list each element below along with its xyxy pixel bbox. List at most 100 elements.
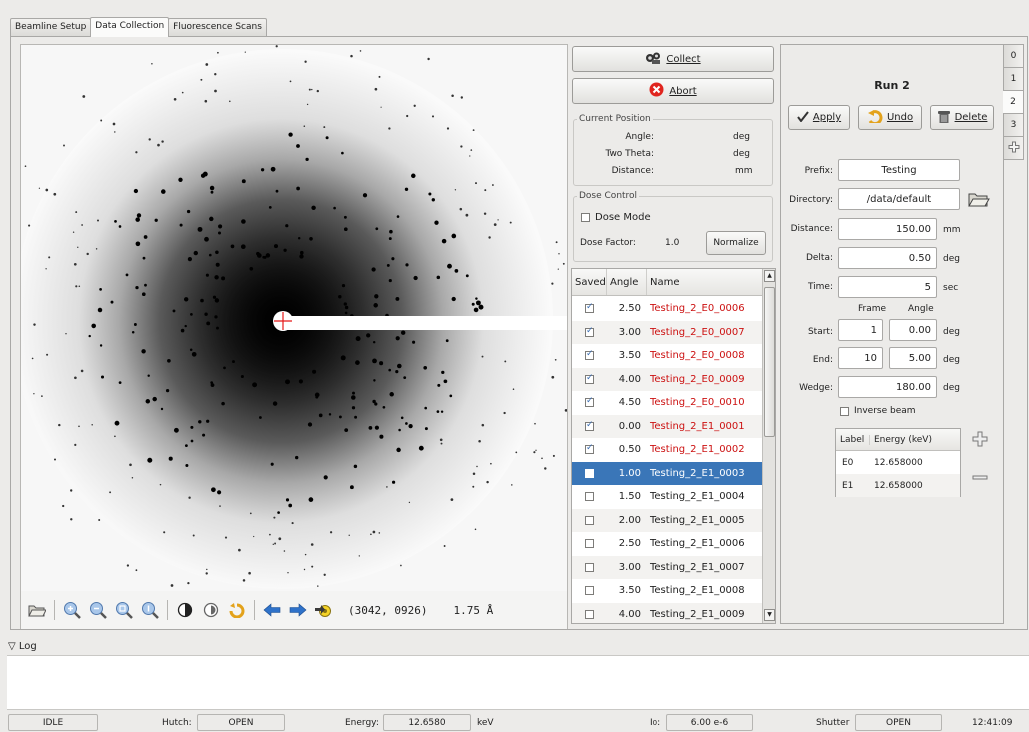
log-expander[interactable]: ▽ Log xyxy=(8,641,37,652)
two-theta-label: Two Theta: xyxy=(605,149,654,159)
frames-table-scrollbar[interactable]: ▲ ▼ xyxy=(762,269,775,623)
abort-button[interactable]: Abort xyxy=(572,78,774,104)
table-row[interactable]: 1.00 Testing_2_E1_0003 xyxy=(572,461,762,485)
energy-row[interactable]: E0 12.658000 xyxy=(836,451,960,474)
saved-checkbox[interactable] xyxy=(585,396,594,408)
contrast-increase-icon[interactable] xyxy=(175,600,195,620)
zoom-in-icon[interactable] xyxy=(62,600,82,620)
tab-beamline-setup[interactable]: Beamline Setup xyxy=(10,18,92,36)
run-tab-1[interactable]: 1 xyxy=(1004,67,1024,91)
remove-energy-icon[interactable] xyxy=(972,474,988,484)
wedge-input[interactable]: 180.00 xyxy=(838,376,937,398)
saved-checkbox[interactable] xyxy=(585,492,594,502)
name-cell: Testing_2_E1_0006 xyxy=(650,538,745,550)
saved-checkbox[interactable] xyxy=(585,373,594,384)
saved-checkbox[interactable] xyxy=(585,443,594,455)
browse-folder-icon[interactable] xyxy=(968,191,990,210)
scroll-thumb[interactable] xyxy=(764,287,775,437)
distance-input[interactable]: 150.00 xyxy=(838,218,937,240)
previous-frame-icon[interactable] xyxy=(262,600,282,620)
reset-view-icon[interactable] xyxy=(227,600,247,620)
delta-input[interactable]: 0.50 xyxy=(838,247,937,269)
saved-checkbox[interactable] xyxy=(585,562,594,572)
angle-cell: 2.00 xyxy=(618,514,641,526)
run-tab-2[interactable]: 2 xyxy=(1003,90,1024,114)
normalize-button[interactable]: Normalize xyxy=(706,231,766,255)
table-row[interactable]: 2.00 Testing_2_E1_0005 xyxy=(572,508,762,532)
saved-checkbox[interactable] xyxy=(585,326,594,337)
end-frame-input[interactable]: 10 xyxy=(838,347,883,369)
add-run-tab[interactable] xyxy=(1004,136,1024,160)
diffraction-image[interactable] xyxy=(21,45,567,591)
table-row[interactable]: 4.50 Testing_2_E0_0010 xyxy=(572,391,762,415)
table-row[interactable]: 3.00 Testing_2_E1_0007 xyxy=(572,555,762,579)
time-input[interactable]: 5 xyxy=(838,276,937,298)
saved-checkbox[interactable] xyxy=(585,515,594,525)
delta-label: Delta: xyxy=(805,253,833,263)
dose-mode-label: Dose Mode xyxy=(595,212,651,223)
zoom-out-icon[interactable] xyxy=(88,600,108,620)
table-row[interactable]: 3.50 Testing_2_E0_0008 xyxy=(572,344,762,368)
end-angle-input[interactable]: 5.00 xyxy=(889,347,937,369)
angle-unit: deg xyxy=(733,132,750,142)
inverse-beam-check[interactable] xyxy=(840,406,849,416)
energy-row[interactable]: E1 12.658000 xyxy=(836,474,960,497)
contrast-decrease-icon[interactable] xyxy=(201,600,221,620)
saved-checkbox[interactable] xyxy=(585,302,594,314)
energy-status-unit: keV xyxy=(477,717,494,728)
tab-fluorescence-scans[interactable]: Fluorescence Scans xyxy=(168,18,267,36)
energy-row-label: E1 xyxy=(842,480,854,491)
angle-cell: 3.50 xyxy=(618,585,641,597)
scroll-down-icon[interactable]: ▼ xyxy=(764,609,775,621)
undo-button[interactable]: Undo xyxy=(858,105,922,130)
header-saved[interactable]: Saved xyxy=(572,269,607,295)
start-frame-input[interactable]: 1 xyxy=(838,319,883,341)
next-frame-icon[interactable] xyxy=(288,600,308,620)
table-row[interactable]: 4.00 Testing_2_E0_0009 xyxy=(572,367,762,391)
energy-header-label[interactable]: Label xyxy=(836,434,870,445)
add-energy-icon[interactable] xyxy=(972,431,988,450)
saved-checkbox[interactable] xyxy=(585,349,594,361)
table-row[interactable]: 3.50 Testing_2_E1_0008 xyxy=(572,579,762,603)
saved-checkbox[interactable] xyxy=(585,586,594,596)
energy-table-header: Label Energy (keV) xyxy=(836,429,960,451)
table-row[interactable]: 2.50 Testing_2_E0_0006 xyxy=(572,297,762,321)
saved-checkbox[interactable] xyxy=(585,420,594,431)
name-cell: Testing_2_E1_0003 xyxy=(650,467,745,479)
beamstop xyxy=(283,316,567,330)
energy-header-energy[interactable]: Energy (keV) xyxy=(874,434,932,445)
saved-checkbox[interactable] xyxy=(585,609,594,619)
state-indicator: IDLE xyxy=(8,714,98,731)
collect-button[interactable]: Collect xyxy=(572,46,774,72)
apply-button[interactable]: Apply xyxy=(788,105,850,130)
inverse-beam-checkbox[interactable]: Inverse beam xyxy=(840,406,916,416)
dose-factor-value: 1.0 xyxy=(665,238,680,248)
dose-mode-check[interactable] xyxy=(581,213,590,222)
delete-button[interactable]: Delete xyxy=(930,105,994,130)
tab-data-collection[interactable]: Data Collection xyxy=(90,17,170,37)
table-row[interactable]: 4.00 Testing_2_E1_0009 xyxy=(572,602,762,623)
follow-frames-icon[interactable] xyxy=(314,600,334,620)
add-run-icon xyxy=(1008,141,1020,156)
open-folder-icon[interactable] xyxy=(27,600,47,620)
header-name[interactable]: Name xyxy=(650,276,680,288)
table-row[interactable]: 0.00 Testing_2_E1_0001 xyxy=(572,414,762,438)
zoom-reset-icon[interactable] xyxy=(140,600,160,620)
table-row[interactable]: 3.00 Testing_2_E0_0007 xyxy=(572,320,762,344)
run-tab-0[interactable]: 0 xyxy=(1004,44,1024,68)
table-row[interactable]: 2.50 Testing_2_E1_0006 xyxy=(572,532,762,556)
dose-mode-checkbox[interactable]: Dose Mode xyxy=(581,212,651,223)
log-area[interactable] xyxy=(7,655,1029,710)
saved-checkbox[interactable] xyxy=(585,468,594,478)
run-tab-3[interactable]: 3 xyxy=(1004,113,1024,137)
start-angle-input[interactable]: 0.00 xyxy=(889,319,937,341)
scroll-up-icon[interactable]: ▲ xyxy=(764,270,775,282)
header-angle[interactable]: Angle xyxy=(607,269,647,295)
table-row[interactable]: 1.50 Testing_2_E1_0004 xyxy=(572,485,762,509)
table-row[interactable]: 0.50 Testing_2_E1_0002 xyxy=(572,438,762,462)
directory-input[interactable]: /data/default xyxy=(838,188,960,210)
prefix-input[interactable]: Testing xyxy=(838,159,960,181)
pixel-coordinate-readout: (3042, 0926) xyxy=(348,603,428,617)
zoom-fit-icon[interactable] xyxy=(114,600,134,620)
saved-checkbox[interactable] xyxy=(585,539,594,549)
